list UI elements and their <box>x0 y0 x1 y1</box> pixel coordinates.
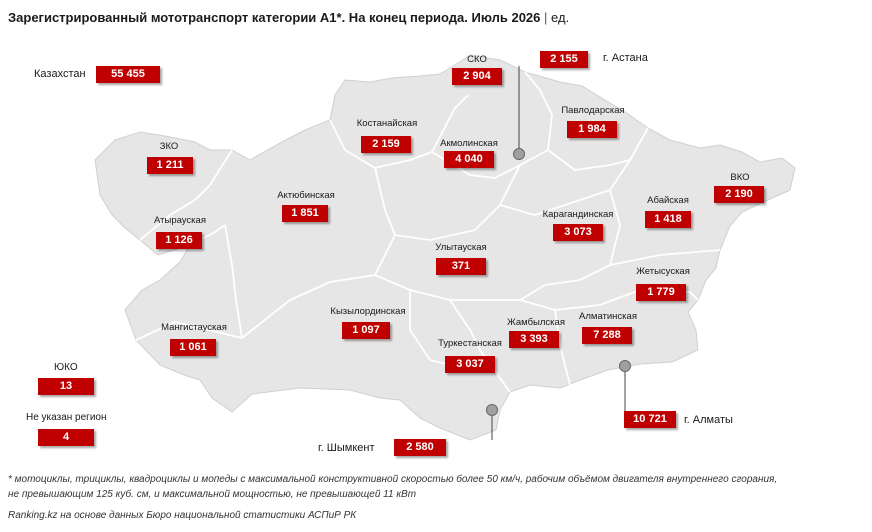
city-markers <box>486 66 631 440</box>
kyzylorda-label: Кызылординская <box>330 306 406 317</box>
kyzylorda-value: 1 097 <box>342 322 390 339</box>
pavlodar-value: 1 984 <box>567 121 617 138</box>
astana-label: г. Астана <box>603 52 648 64</box>
almaty-region-value: 7 288 <box>582 327 632 344</box>
almaty-region-label: Алматинская <box>579 311 637 322</box>
akmola-value: 4 040 <box>444 151 494 168</box>
abai-value: 1 418 <box>645 211 691 228</box>
sko-label: СКО <box>467 54 487 65</box>
unknown-region-label: Не указан регион <box>26 412 107 423</box>
almaty-city-value: 10 721 <box>624 411 676 428</box>
source-note: Ranking.kz на основе данных Бюро национа… <box>8 510 357 521</box>
shymkent-value: 2 580 <box>394 439 446 456</box>
karaganda-value: 3 073 <box>553 224 603 241</box>
ulytau-value: 371 <box>436 258 486 275</box>
aktobe-label: Актюбинская <box>277 190 335 201</box>
zko-value: 1 211 <box>147 157 193 174</box>
title-unit: ед. <box>551 10 570 25</box>
akmola-label: Акмолинская <box>440 138 498 149</box>
page-title: Зарегистрированный мототранспорт категор… <box>8 10 569 25</box>
title-separator: | <box>544 10 548 25</box>
zhambyl-label: Жамбылская <box>507 317 565 328</box>
region-borders <box>135 71 721 393</box>
mangystau-label: Мангистауская <box>161 322 227 333</box>
footnote-line-1: * мотоциклы, трициклы, квадроциклы и моп… <box>8 474 778 485</box>
abai-label: Абайская <box>647 195 689 206</box>
zhambyl-value: 3 393 <box>509 331 559 348</box>
atyrau-label: Атырауская <box>154 215 206 226</box>
shymkent-label: г. Шымкент <box>318 442 375 454</box>
kostanay-value: 2 159 <box>361 136 411 153</box>
mangystau-value: 1 061 <box>170 339 216 356</box>
zhetysu-value: 1 779 <box>636 284 686 301</box>
country-value: 55 455 <box>96 66 160 83</box>
astana-marker <box>513 148 525 160</box>
astana-value: 2 155 <box>540 51 588 68</box>
vko-label: ВКО <box>730 172 750 183</box>
unknown-region-value: 4 <box>38 429 94 446</box>
turkestan-value: 3 037 <box>445 356 495 373</box>
footnote: * мотоциклы, трициклы, квадроциклы и моп… <box>8 472 868 502</box>
shymkent-marker <box>486 404 498 416</box>
aktobe-value: 1 851 <box>282 205 328 222</box>
zko-label: ЗКО <box>159 141 179 152</box>
almaty-city-label: г. Алматы <box>684 414 733 426</box>
vko-value: 2 190 <box>714 186 764 203</box>
zhetysu-label: Жетысуская <box>636 266 690 277</box>
sko-value: 2 904 <box>452 68 502 85</box>
yuko-value: 13 <box>38 378 94 395</box>
country-label: Казахстан <box>34 68 86 80</box>
title-main: Зарегистрированный мототранспорт категор… <box>8 10 541 25</box>
kostanay-label: Костанайская <box>356 118 418 129</box>
footnote-line-2: не превышающим 125 куб. см, и максимальн… <box>8 489 417 500</box>
almaty-marker <box>619 360 631 372</box>
ulytau-label: Улытауская <box>435 242 487 253</box>
karaganda-label: Карагандинская <box>542 209 614 220</box>
turkestan-label: Туркестанская <box>438 338 502 349</box>
pavlodar-label: Павлодарская <box>561 105 625 116</box>
yuko-label: ЮКО <box>54 362 78 373</box>
atyrau-value: 1 126 <box>156 232 202 249</box>
